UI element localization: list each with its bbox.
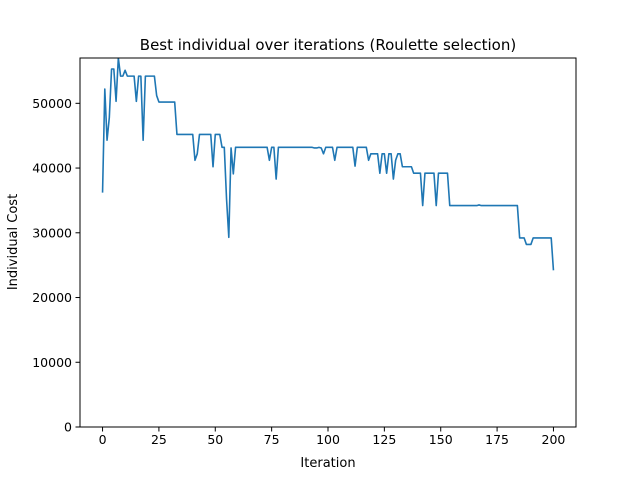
x-tick-label: 75 <box>264 432 280 447</box>
x-tick-label: 50 <box>207 432 223 447</box>
y-axis-ticks: 0 10000 20000 30000 40000 50000 <box>32 96 80 435</box>
x-axis-label: Iteration <box>300 456 355 471</box>
x-tick-label: 100 <box>316 432 340 447</box>
y-tick-label: 10000 <box>32 355 72 370</box>
x-tick-label: 175 <box>485 432 509 447</box>
y-axis-label: Individual Cost <box>6 194 21 290</box>
x-axis-ticks: 0 25 50 75 100 125 150 175 200 <box>99 427 566 447</box>
y-tick-label: 0 <box>64 420 72 435</box>
x-tick-label: 125 <box>372 432 396 447</box>
y-tick-label: 50000 <box>32 96 72 111</box>
chart-title: Best individual over iterations (Roulett… <box>140 36 516 54</box>
y-tick-label: 30000 <box>32 225 72 240</box>
series-line <box>101 58 555 271</box>
axes-frame <box>79 57 577 428</box>
y-tick-label: 20000 <box>32 290 72 305</box>
x-tick-label: 0 <box>99 432 107 447</box>
x-tick-label: 150 <box>429 432 453 447</box>
x-tick-label: 25 <box>151 432 167 447</box>
plot-area <box>101 58 555 271</box>
y-tick-label: 40000 <box>32 161 72 176</box>
x-tick-label: 200 <box>542 432 566 447</box>
